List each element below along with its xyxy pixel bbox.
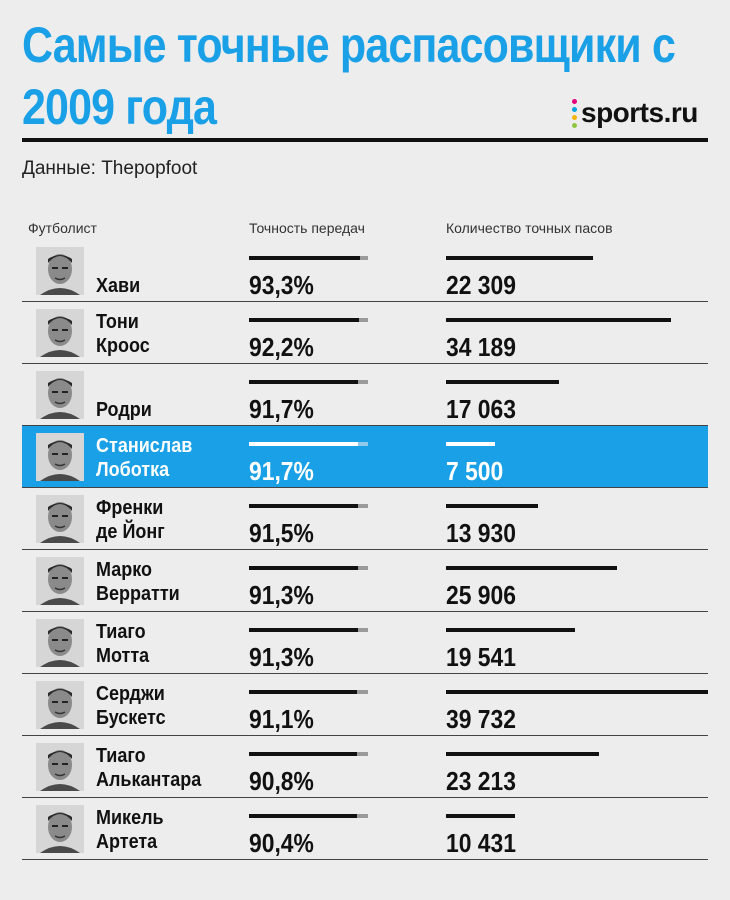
column-header-player: Футболист [28, 220, 97, 236]
accuracy-bar-track [249, 256, 368, 260]
accuracy-bar [249, 256, 361, 260]
accuracy-value: 91,3% [249, 642, 314, 672]
passes-bar [446, 504, 538, 508]
accuracy-value: 92,2% [249, 332, 314, 362]
player-photo [36, 371, 84, 419]
player-name: Тони Кроос [96, 311, 150, 357]
table-row: Френки де Йонг 91,5% 13 930 [22, 488, 708, 550]
accuracy-value: 91,7% [249, 456, 314, 486]
table-row: Марко Верратти 91,3% 25 906 [22, 550, 708, 612]
passes-value: 25 906 [446, 580, 516, 610]
player-photo [36, 433, 84, 481]
passes-bar [446, 690, 708, 694]
player-photo [36, 309, 84, 357]
accuracy-bar [249, 814, 357, 818]
player-photo [36, 557, 84, 605]
passes-bar [446, 752, 600, 756]
player-name: Серджи Бускетс [96, 683, 166, 729]
table-row: Тиаго Мотта 91,3% 19 541 [22, 612, 708, 674]
accuracy-bar-track [249, 814, 368, 818]
accuracy-bar [249, 690, 358, 694]
accuracy-bar [249, 752, 358, 756]
table-row: Серджи Бускетс 91,1% 39 732 [22, 674, 708, 736]
accuracy-bar-track [249, 504, 368, 508]
accuracy-bar [249, 566, 358, 570]
passes-bar [446, 318, 672, 322]
passes-value: 17 063 [446, 394, 516, 424]
passes-value: 22 309 [446, 270, 516, 300]
accuracy-bar [249, 318, 359, 322]
player-photo [36, 619, 84, 667]
table-row: Микель Артета 90,4% 10 431 [22, 798, 708, 860]
accuracy-bar-track [249, 380, 368, 384]
accuracy-value: 91,5% [249, 518, 314, 548]
passes-bar [446, 442, 496, 446]
player-photo [36, 743, 84, 791]
player-name: Родри [96, 399, 152, 421]
accuracy-bar [249, 442, 359, 446]
player-name: Микель Артета [96, 807, 164, 853]
passes-value: 39 732 [446, 704, 516, 734]
player-photo [36, 681, 84, 729]
passes-bar [446, 380, 559, 384]
accuracy-bar [249, 628, 358, 632]
accuracy-bar-track [249, 442, 368, 446]
sports-ru-logo: sports.ru [572, 96, 698, 130]
logo-dots-icon [572, 98, 577, 128]
accuracy-bar-track [249, 752, 368, 756]
accuracy-bar-track [249, 318, 368, 322]
passes-bar [446, 628, 575, 632]
logo-text: sports.ru [581, 97, 698, 128]
passes-value: 23 213 [446, 766, 516, 796]
column-header-accuracy: Точность передач [249, 220, 365, 236]
table-row: Хави 93,3% 22 309 [22, 240, 708, 302]
passes-bar [446, 814, 515, 818]
passes-value: 10 431 [446, 828, 516, 858]
accuracy-value: 91,3% [249, 580, 314, 610]
table-row: Тони Кроос 92,2% 34 189 [22, 302, 708, 364]
accuracy-bar [249, 380, 359, 384]
player-name: Френки де Йонг [96, 497, 165, 543]
accuracy-value: 90,4% [249, 828, 314, 858]
column-header-passes: Количество точных пасов [446, 220, 613, 236]
passes-value: 19 541 [446, 642, 516, 672]
players-table: Хави 93,3% 22 309 Тони Кроос 92,2% 34 189 Родри… [22, 240, 708, 860]
accuracy-value: 91,1% [249, 704, 314, 734]
passes-bar [446, 256, 594, 260]
player-name: Тиаго Мотта [96, 621, 150, 667]
accuracy-bar-track [249, 628, 368, 632]
player-name: Тиаго Алькантара [96, 745, 202, 791]
player-photo [36, 247, 84, 295]
player-name: Хави [96, 275, 141, 297]
player-name: Марко Верратти [96, 559, 180, 605]
accuracy-value: 93,3% [249, 270, 314, 300]
passes-value: 13 930 [446, 518, 516, 548]
table-row: Родри 91,7% 17 063 [22, 364, 708, 426]
passes-value: 7 500 [446, 456, 504, 486]
passes-value: 34 189 [446, 332, 516, 362]
accuracy-bar-track [249, 690, 368, 694]
chart-title: Самые точные распасовщики с 2009 года [22, 17, 676, 135]
player-name: Станислав Лоботка [96, 435, 193, 481]
player-photo [36, 805, 84, 853]
table-row: Станислав Лоботка 91,7% 7 500 [22, 426, 708, 488]
data-source: Данные: Thepopfoot [22, 158, 198, 179]
accuracy-bar-track [249, 566, 368, 570]
accuracy-bar [249, 504, 358, 508]
passes-bar [446, 566, 617, 570]
accuracy-value: 90,8% [249, 766, 314, 796]
table-row: Тиаго Алькантара 90,8% 23 213 [22, 736, 708, 798]
player-photo [36, 495, 84, 543]
accuracy-value: 91,7% [249, 394, 314, 424]
header-divider [22, 138, 708, 142]
